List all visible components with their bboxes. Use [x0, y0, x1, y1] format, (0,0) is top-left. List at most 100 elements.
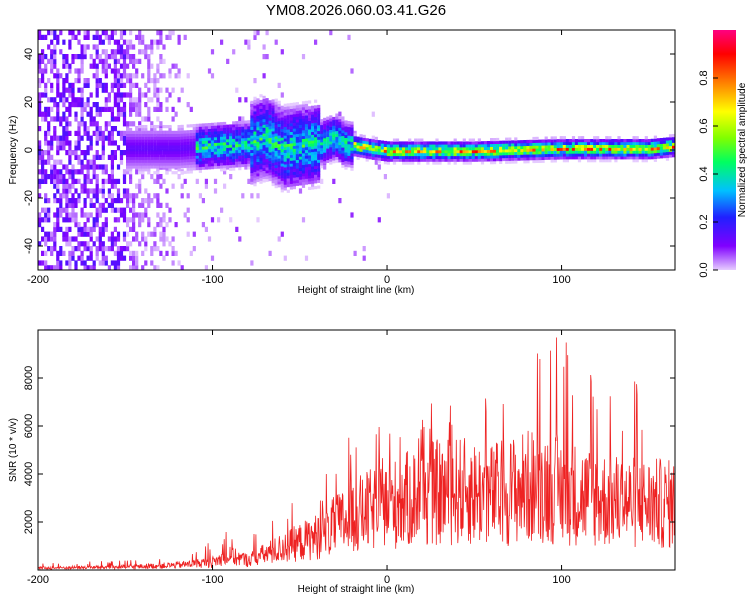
heatmap-cell: [459, 158, 463, 162]
heatmap-cell: [198, 161, 202, 165]
heatmap-cell: [362, 134, 366, 138]
heatmap-cell: [584, 139, 588, 143]
heatmap-cell: [271, 110, 275, 115]
heatmap-cell: [129, 39, 133, 45]
heatmap-cell: [514, 157, 518, 161]
heatmap-cell: [308, 146, 312, 150]
heatmap-cell: [565, 147, 569, 151]
heatmap-cell: [496, 155, 500, 159]
heatmap-cell: [220, 145, 224, 149]
heatmap-cell: [338, 141, 342, 146]
heatmap-cell: [95, 92, 99, 98]
heatmap-cell: [326, 136, 330, 140]
heatmap-cell: [311, 146, 315, 150]
heatmap-cell: [544, 156, 548, 160]
heatmap-cell: [213, 125, 218, 129]
heatmap-cell: [213, 178, 218, 184]
heatmap-cell: [596, 136, 600, 140]
heatmap-cell: [323, 117, 327, 121]
heatmap-cell: [256, 132, 260, 137]
heatmap-cell: [174, 165, 178, 169]
chart-title: YM08.2026.060.03.41.G26: [266, 2, 446, 19]
heatmap-cell: [644, 153, 648, 157]
heatmap-cell: [113, 178, 117, 184]
heatmap-cell: [292, 105, 296, 109]
heatmap-cell: [144, 159, 148, 163]
heatmap-cell: [189, 147, 193, 151]
heatmap-cell: [259, 140, 263, 144]
heatmap-cell: [253, 180, 257, 184]
heatmap-cell: [107, 54, 111, 60]
heatmap-cell: [314, 116, 318, 120]
heatmap-cell: [168, 126, 172, 132]
heatmap-cell: [98, 154, 102, 160]
heatmap-cell: [132, 159, 136, 163]
heatmap-cell: [295, 136, 299, 140]
heatmap-cell: [174, 145, 178, 149]
heatmap-cell: [244, 163, 248, 167]
heatmap-cell: [335, 159, 339, 163]
heatmap-cell: [295, 159, 299, 163]
heatmap-cell: [247, 123, 251, 127]
heatmap-cell: [116, 78, 121, 84]
heatmap-cell: [417, 141, 421, 145]
heatmap-cell: [147, 168, 151, 172]
heatmap-cell: [308, 143, 312, 147]
heatmap-cell: [165, 34, 169, 40]
heatmap-cell: [141, 133, 145, 137]
heatmap-cell: [647, 144, 651, 148]
heatmap-cell: [280, 151, 284, 155]
heatmap-cell: [314, 114, 318, 118]
heatmap-cell: [129, 73, 133, 79]
heatmap-cell: [113, 260, 117, 266]
heatmap-cell: [159, 102, 163, 108]
heatmap-cell: [477, 138, 481, 142]
heatmap-cell: [577, 139, 582, 143]
heatmap-cell: [593, 156, 597, 160]
heatmap-cell: [95, 222, 99, 228]
heatmap-cell: [268, 250, 272, 256]
heatmap-cell: [74, 102, 78, 108]
heatmap-cell: [174, 222, 178, 228]
heatmap-cell: [335, 119, 339, 123]
heatmap-cell: [132, 63, 136, 69]
heatmap-cell: [395, 152, 400, 157]
heatmap-cell: [471, 158, 475, 162]
heatmap-cell: [38, 92, 42, 98]
heatmap-cell: [119, 150, 124, 156]
heatmap-cell: [271, 151, 275, 155]
heatmap-cell: [653, 141, 657, 145]
heatmap-cell: [341, 158, 345, 162]
heatmap-cell: [323, 135, 327, 139]
heatmap-cell: [280, 146, 284, 150]
heatmap-cell: [204, 183, 208, 189]
heatmap-cell: [465, 152, 469, 157]
heatmap-cell: [68, 188, 72, 194]
heatmap-cell: [204, 143, 208, 147]
heatmap-cell: [565, 141, 569, 145]
heatmap-cell: [286, 146, 290, 150]
heatmap-cell: [156, 97, 160, 103]
heatmap-cell: [490, 140, 494, 145]
heatmap-cell: [44, 140, 48, 146]
heatmap-cell: [89, 54, 93, 60]
heatmap-cell: [301, 132, 306, 137]
heatmap-cell: [53, 126, 57, 132]
heatmap-cell: [344, 157, 348, 162]
heatmap-cell: [496, 158, 500, 162]
heatmap-cell: [83, 164, 87, 170]
heatmap-cell: [122, 207, 127, 213]
heatmap-cell: [462, 150, 466, 154]
heatmap-cell: [550, 139, 554, 143]
heatmap-cell: [341, 121, 345, 125]
heatmap-cell: [135, 148, 139, 152]
heatmap-cell: [295, 110, 299, 114]
heatmap-cell: [541, 151, 545, 155]
heatmap-cell: [110, 198, 114, 204]
heatmap-cell: [538, 156, 542, 161]
heatmap-cell: [147, 151, 151, 155]
heatmap-cell: [56, 140, 60, 146]
heatmap-cell: [587, 147, 591, 151]
heatmap-cell: [235, 164, 239, 168]
heatmap-cell: [77, 130, 81, 136]
